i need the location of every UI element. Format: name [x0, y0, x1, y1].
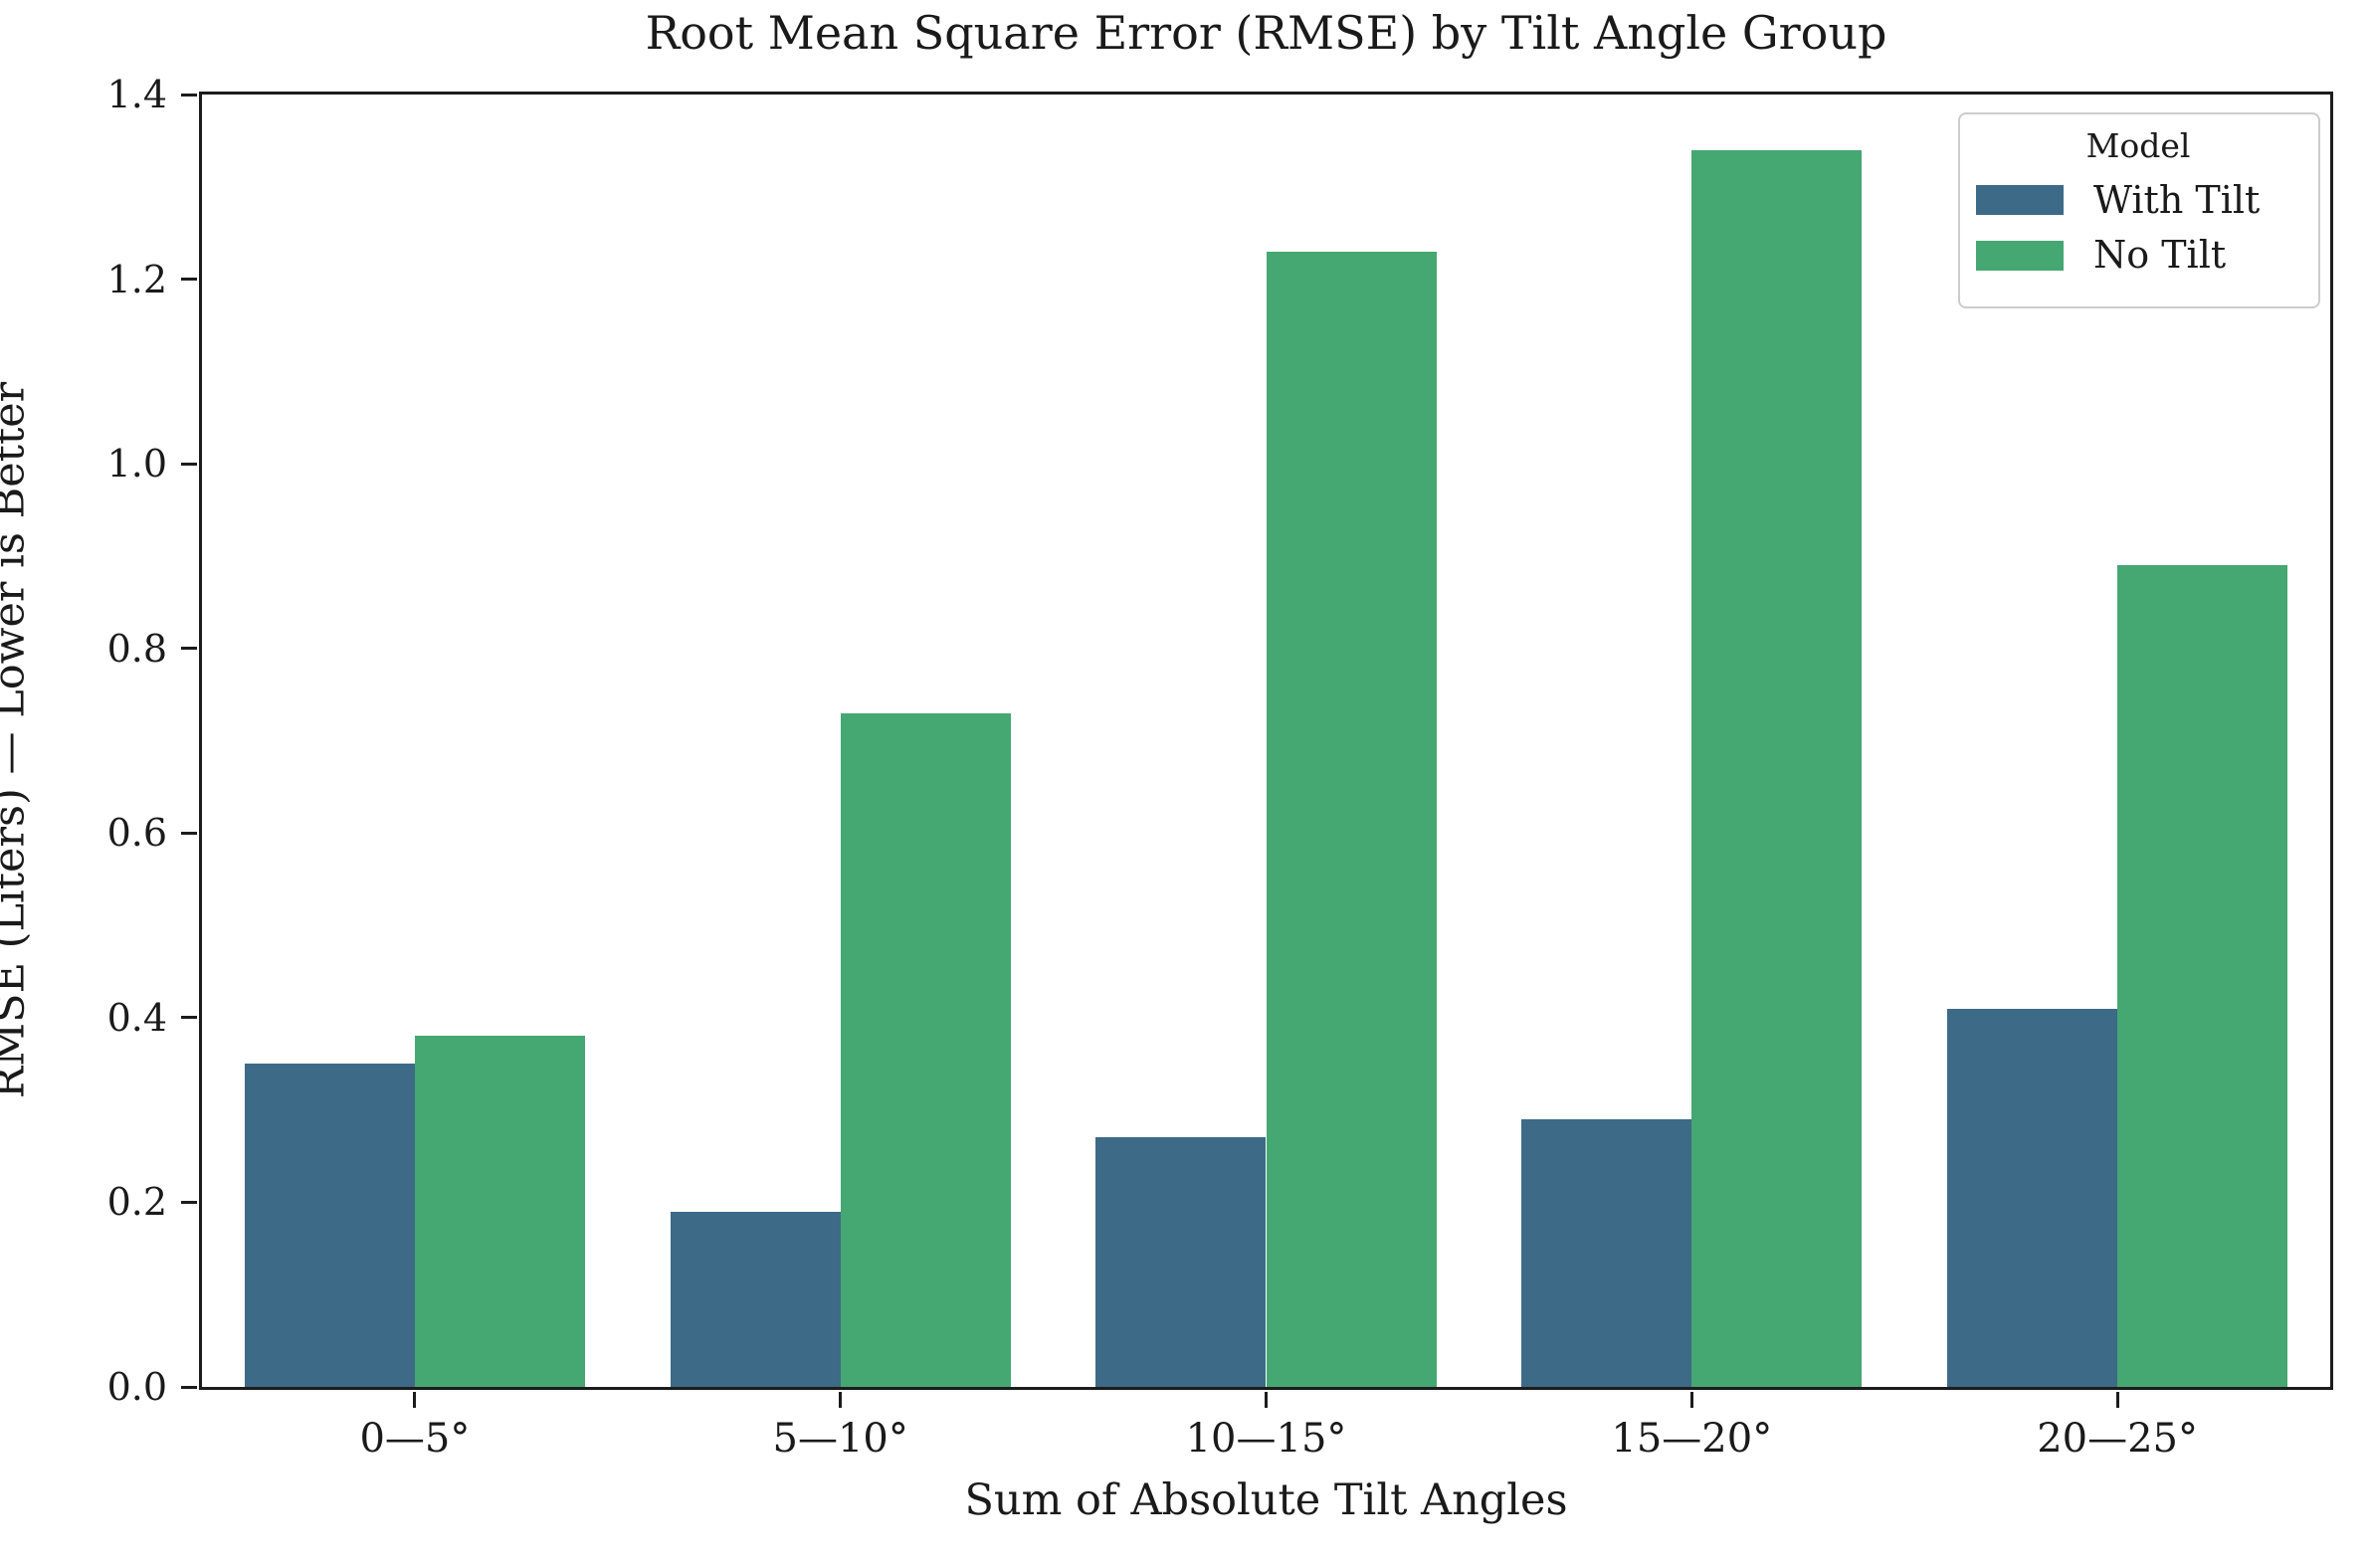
plot-inner: 0.0 0.2 0.4 0.6 0.8 1.0 1.2 1.4 0—5° 5—10° 10—15°… — [107, 76, 2330, 1459]
legend: Model With Tilt No Tilt — [1958, 112, 2320, 309]
legend-label-no-tilt: No Tilt — [2093, 233, 2227, 278]
bar-with-tilt-0—5° — [244, 1064, 415, 1387]
chart-title: Root Mean Square Error (RMSE) by Tilt An… — [645, 6, 1887, 60]
y-tick-mark — [181, 278, 197, 282]
x-tick-mark — [1265, 1392, 1268, 1408]
x-tick-label: 20—25° — [2037, 1416, 2198, 1462]
bar-no-tilt-0—5° — [414, 1036, 585, 1387]
x-tick-mark — [413, 1392, 417, 1408]
y-tick-label: 0.0 — [106, 1365, 167, 1409]
bar-with-tilt-15—20° — [1521, 1118, 1692, 1387]
y-tick-mark — [181, 93, 197, 97]
with-tilt-swatch-icon — [1976, 185, 2064, 216]
y-tick-mark — [181, 1200, 197, 1204]
y-tick-label: 0.6 — [106, 811, 167, 856]
x-tick-label: 0—5° — [359, 1416, 471, 1462]
y-tick-label: 1.2 — [106, 257, 167, 301]
legend-item-no-tilt: No Tilt — [1976, 235, 2300, 277]
legend-item-with-tilt: With Tilt — [1976, 177, 2300, 222]
x-tick-mark — [839, 1392, 843, 1408]
y-tick-mark — [181, 1385, 197, 1389]
no-tilt-swatch-icon — [1976, 241, 2064, 272]
bar-no-tilt-5—10° — [840, 712, 1011, 1387]
y-tick-mark — [181, 462, 197, 466]
bar-no-tilt-20—25° — [2117, 565, 2288, 1387]
y-tick-mark — [181, 831, 197, 835]
x-tick-mark — [2115, 1392, 2119, 1408]
y-tick-label: 0.4 — [106, 995, 167, 1040]
legend-title: Model — [2085, 126, 2191, 165]
y-tick-label: 0.8 — [106, 626, 167, 671]
x-tick-label: 15—20° — [1611, 1416, 1773, 1462]
x-axis-title: Sum of Absolute Tilt Angles — [964, 1475, 1568, 1525]
x-tick-mark — [1689, 1392, 1693, 1408]
bar-with-tilt-5—10° — [670, 1211, 841, 1387]
x-tick-label: 5—10° — [772, 1416, 908, 1462]
y-tick-mark — [181, 647, 197, 651]
y-tick-label: 1.0 — [106, 442, 167, 487]
y-tick-label: 0.2 — [106, 1180, 167, 1225]
y-tick-label: 1.4 — [106, 73, 167, 116]
bar-no-tilt-10—15° — [1266, 251, 1437, 1387]
bar-no-tilt-15—20° — [1691, 149, 1863, 1387]
y-tick-mark — [181, 1016, 197, 1020]
bar-with-tilt-10—15° — [1095, 1137, 1267, 1387]
legend-label-with-tilt: With Tilt — [2093, 177, 2261, 222]
x-tick-label: 10—15° — [1185, 1416, 1347, 1462]
plot-area: 0.0 0.2 0.4 0.6 0.8 1.0 1.2 1.4 0—5° 5—10° 10—15°… — [107, 76, 2333, 1459]
bar-with-tilt-20—25° — [1946, 1008, 2118, 1387]
